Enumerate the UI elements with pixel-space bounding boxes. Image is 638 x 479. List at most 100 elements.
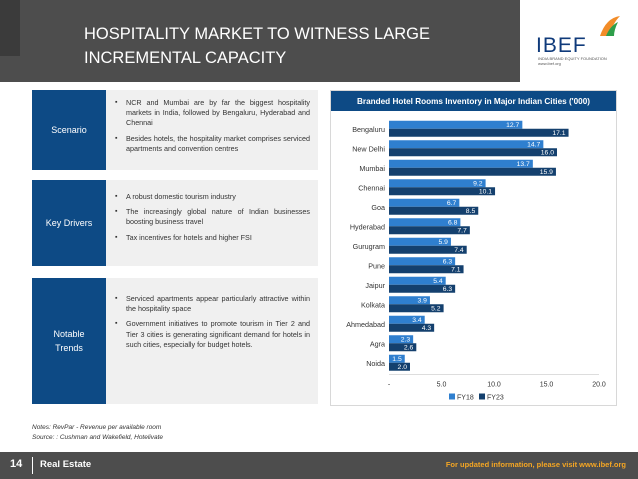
trend-bullet: Government initiatives to promote touris… <box>114 319 310 350</box>
bar-fy18 <box>389 354 405 363</box>
data-label: 17.1 <box>552 130 565 137</box>
category-label: Chennai <box>358 183 385 192</box>
bar-fy18 <box>389 198 460 207</box>
source: Source: : Cushman and Wakefield, Hoteliv… <box>32 434 164 441</box>
bar-fy18 <box>389 179 486 188</box>
bar-fy23 <box>389 343 417 352</box>
data-label: 7.7 <box>457 228 467 235</box>
bar-fy23 <box>389 362 410 371</box>
data-label: 13.7 <box>517 161 530 168</box>
data-label: 12.7 <box>506 122 519 129</box>
footer-link[interactable]: For updated information, please visit ww… <box>445 460 626 469</box>
x-tick-label: 10.0 <box>487 382 501 389</box>
key-driver-bullet: Tax incentives for hotels and higher FSI <box>114 233 310 243</box>
logo-tagline: INDIA BRAND EQUITY FOUNDATION www.ibef.o… <box>538 56 607 66</box>
page-number: 14 <box>10 458 23 470</box>
category-label: Ahmedabad <box>346 320 385 329</box>
data-label: 6.7 <box>447 200 457 207</box>
chart-container: Branded Hotel Rooms Inventory in Major I… <box>330 90 617 406</box>
chart-title: Branded Hotel Rooms Inventory in Major I… <box>331 91 616 111</box>
bar-fy23 <box>389 304 444 313</box>
data-label: 8.5 <box>466 208 476 215</box>
category-label: Goa <box>371 203 385 212</box>
x-tick-label: 5.0 <box>437 382 447 389</box>
data-label: 2.0 <box>398 364 408 371</box>
bar-fy23 <box>389 245 467 254</box>
header: HOSPITALITY MARKET TO WITNESS LARGE INCR… <box>0 0 638 82</box>
data-label: 7.4 <box>454 247 464 254</box>
data-label: 4.3 <box>422 325 432 332</box>
key-driver-bullet: A robust domestic tourism industry <box>114 192 310 202</box>
scenario-bullet: Besides hotels, the hospitality market c… <box>114 134 310 154</box>
notes: Notes: RevPar - Revenue per available ro… <box>32 424 162 431</box>
bar-fy18 <box>389 120 523 129</box>
data-label: 6.3 <box>443 259 453 266</box>
category-label: Agra <box>370 339 385 348</box>
category-label: Gurugram <box>353 242 385 251</box>
panel-notable-trends: Serviced apartments appear particularly … <box>106 278 318 404</box>
legend-label-fy23: FY23 <box>487 395 504 402</box>
trend-bullet: Serviced apartments appear particularly … <box>114 294 310 314</box>
panel-label-key-drivers: Key Drivers <box>32 180 106 266</box>
bar-fy23 <box>389 265 464 274</box>
bar-fy23 <box>389 148 557 157</box>
x-tick-label: - <box>388 382 391 389</box>
data-label: 7.1 <box>451 267 461 274</box>
header-band <box>0 0 520 82</box>
logo-text: IBEF <box>536 34 587 57</box>
bar-fy23 <box>389 128 569 137</box>
bar-fy23 <box>389 187 496 196</box>
category-label: New Delhi <box>352 144 385 153</box>
footer: 14 Real Estate For updated information, … <box>0 452 638 479</box>
data-label: 6.3 <box>443 286 453 293</box>
panel-label-scenario: Scenario <box>32 90 106 170</box>
bar-fy18 <box>389 237 451 246</box>
bar-fy18 <box>389 218 461 227</box>
data-label: 6.8 <box>448 220 458 227</box>
data-label: 2.6 <box>404 345 414 352</box>
data-label: 1.5 <box>392 356 402 363</box>
data-label: 5.2 <box>431 306 441 313</box>
data-label: 9.2 <box>473 181 483 188</box>
category-label: Jaipur <box>365 281 385 290</box>
data-label: 3.4 <box>412 317 422 324</box>
bar-fy23 <box>389 226 470 235</box>
data-label: 3.9 <box>417 298 427 305</box>
footer-section: Real Estate <box>40 459 92 470</box>
bar-fy18 <box>389 335 414 344</box>
bar-fy23 <box>389 284 456 293</box>
category-label: Bengaluru <box>352 125 385 134</box>
bar-fy18 <box>389 140 544 149</box>
bar-fy23 <box>389 323 435 332</box>
x-tick-label: 15.0 <box>540 382 554 389</box>
category-label: Mumbai <box>359 164 385 173</box>
logo-flame-icon <box>600 16 620 36</box>
footer-divider <box>32 457 33 474</box>
key-driver-bullet: The increasingly global nature of Indian… <box>114 207 310 227</box>
data-label: 15.9 <box>540 169 553 176</box>
hotel-rooms-bar-chart: Bengaluru 12.7 17.1 New Delhi 14.716.0 Mumbai… <box>346 120 606 402</box>
panel-label-notable-trends: Notable Trends <box>32 278 106 404</box>
bar-fy18 <box>389 315 425 324</box>
category-label: Kolkata <box>361 300 385 309</box>
bar-fy18 <box>389 276 446 285</box>
header-accent <box>0 0 20 56</box>
bar-fy18 <box>389 159 533 168</box>
bar-fy23 <box>389 206 479 215</box>
data-label: 5.4 <box>433 278 443 285</box>
category-label: Hyderabad <box>350 222 385 231</box>
legend-swatch-fy23 <box>479 393 485 400</box>
data-label: 10.1 <box>479 189 492 196</box>
legend-swatch-fy18 <box>449 393 455 400</box>
panel-scenario: NCR and Mumbai are by far the biggest ho… <box>106 90 318 170</box>
data-label: 14.7 <box>527 142 540 149</box>
scenario-bullet: NCR and Mumbai are by far the biggest ho… <box>114 98 310 129</box>
page-title: HOSPITALITY MARKET TO WITNESS LARGE INCR… <box>84 25 430 67</box>
bar-fy18 <box>389 257 456 266</box>
x-tick-label: 20.0 <box>592 382 606 389</box>
ibef-logo[interactable]: IBEF INDIA BRAND EQUITY FOUNDATION www.i… <box>536 14 628 70</box>
data-label: 5.9 <box>438 239 448 246</box>
bar-fy23 <box>389 167 556 176</box>
category-label: Noida <box>366 359 385 368</box>
data-label: 2.3 <box>401 337 411 344</box>
